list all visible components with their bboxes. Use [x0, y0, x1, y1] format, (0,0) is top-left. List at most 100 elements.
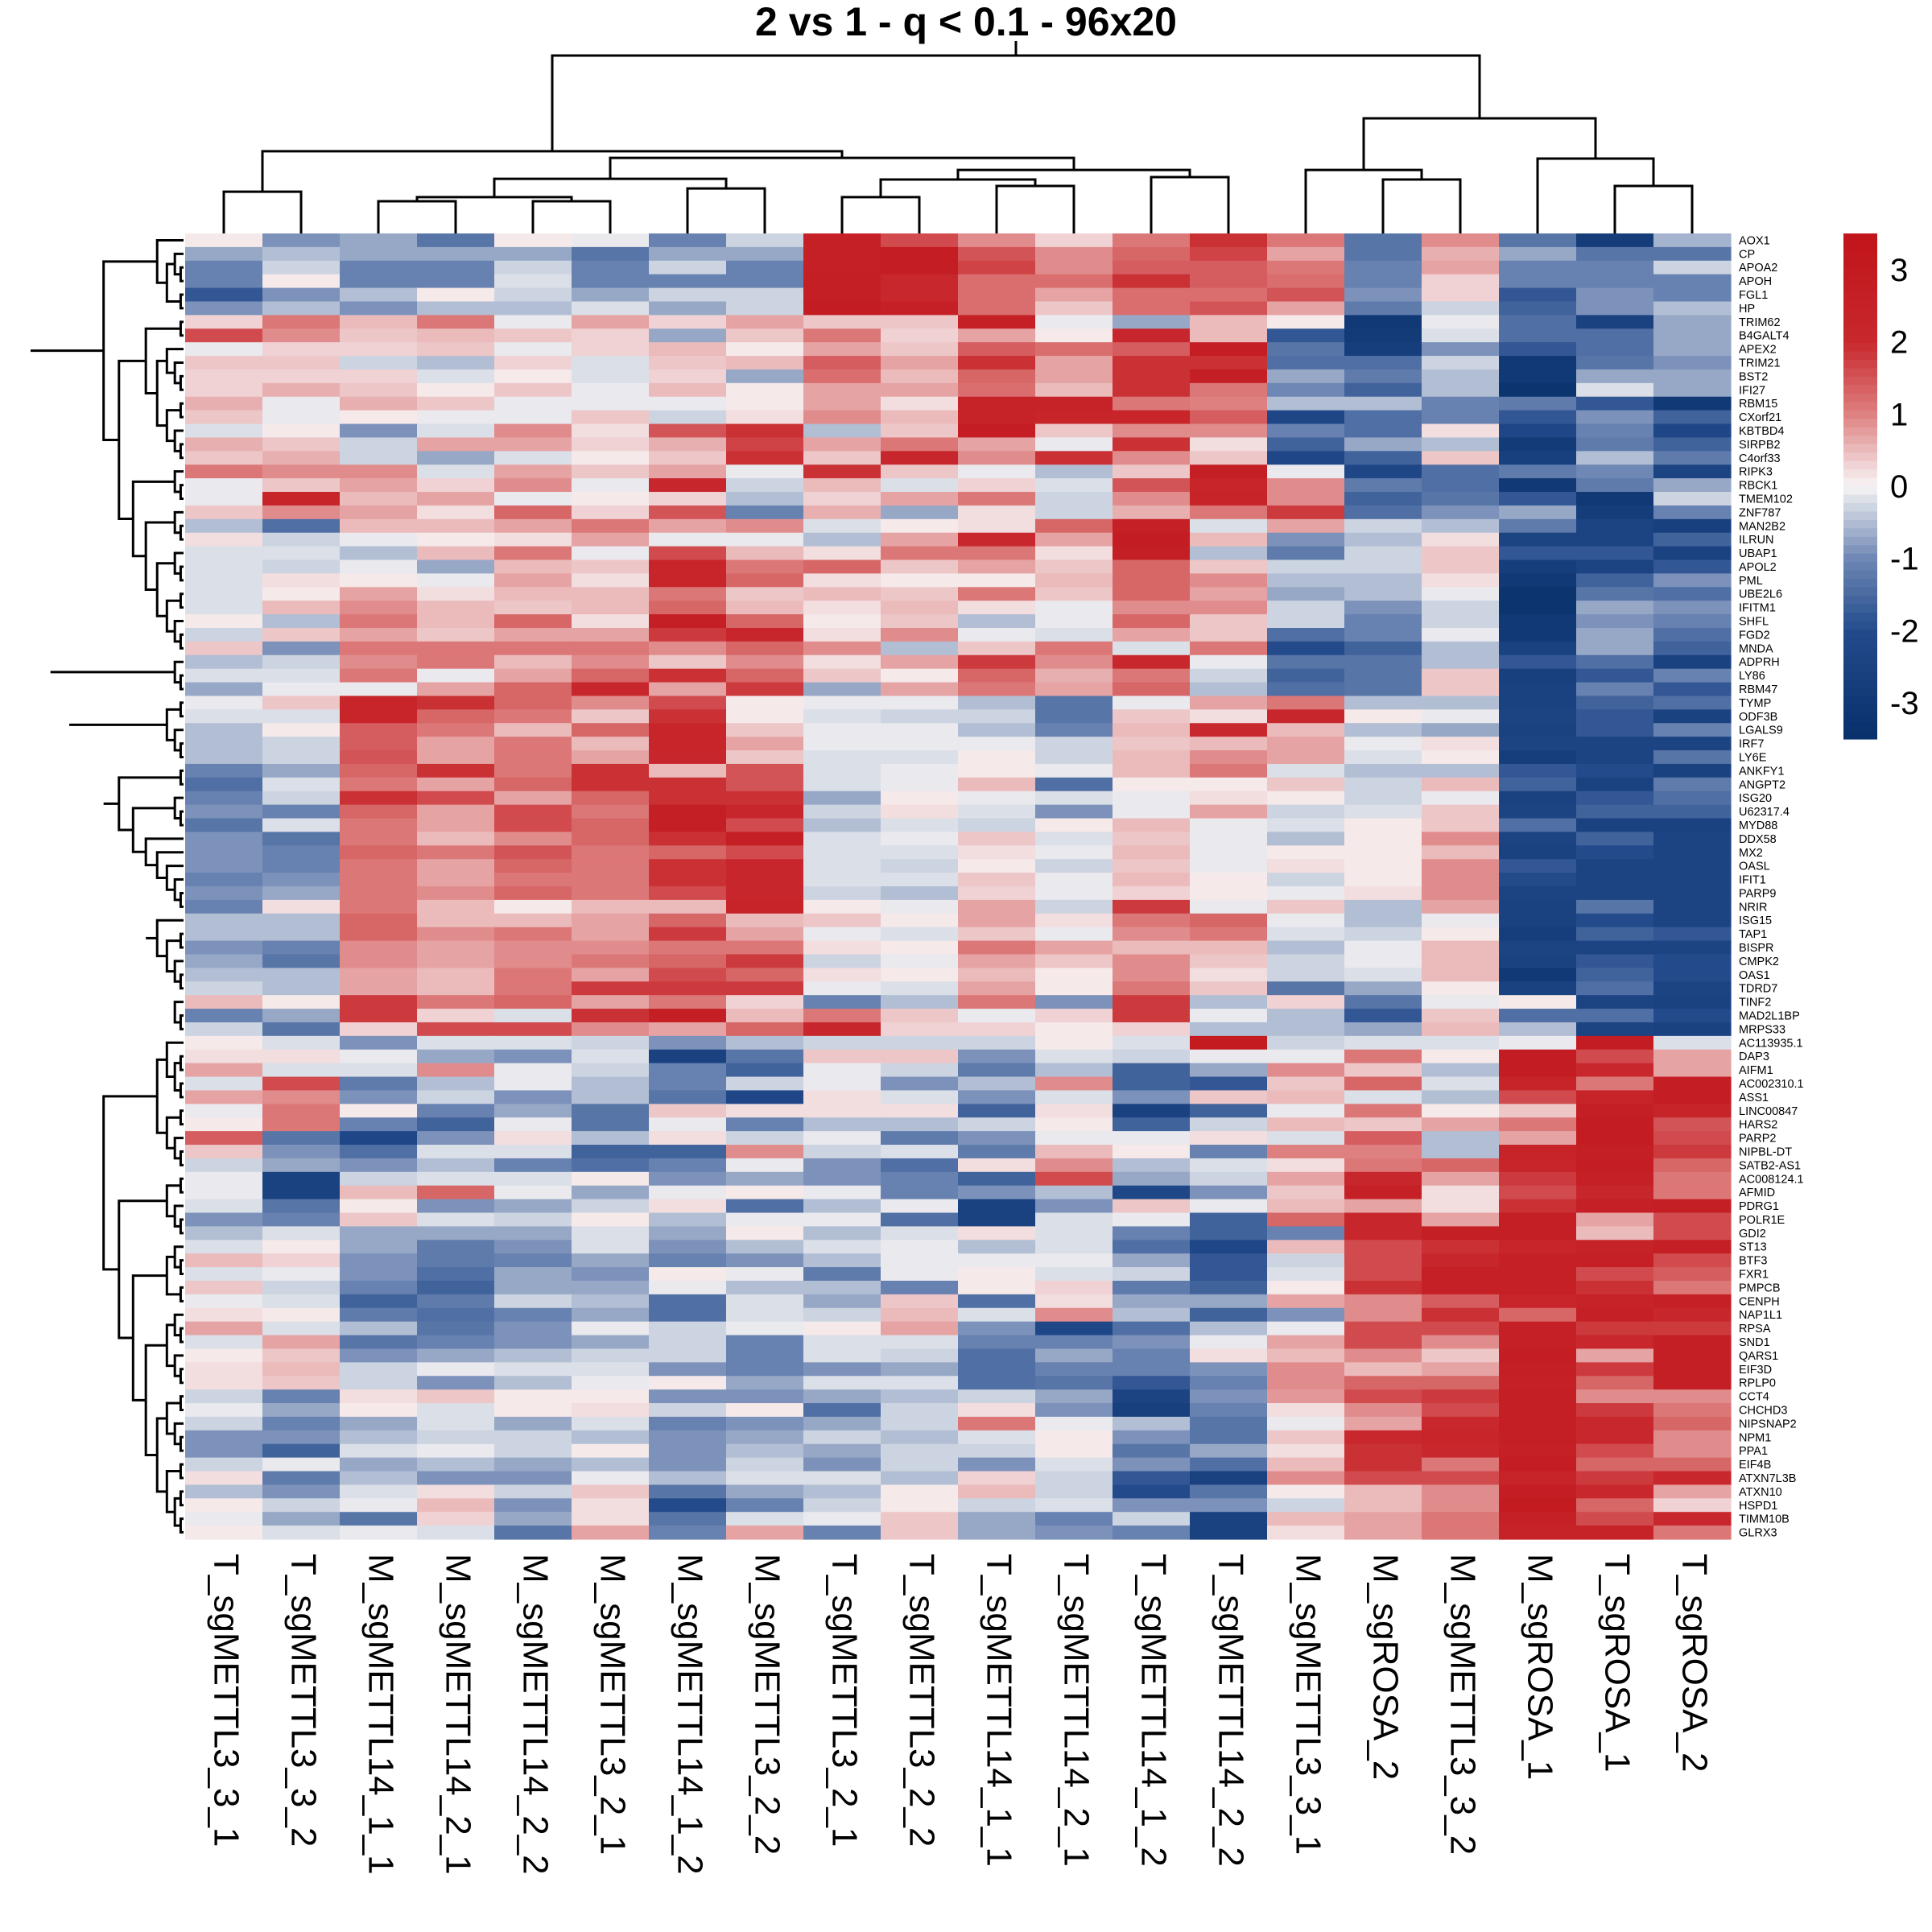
- row-label: PDRG1: [1739, 1200, 1779, 1213]
- heatmap-cell: [1653, 1145, 1732, 1159]
- heatmap-cell: [726, 723, 804, 737]
- heatmap-cell: [803, 1471, 881, 1486]
- heatmap-cell: [185, 750, 263, 765]
- heatmap-cell: [1576, 750, 1654, 765]
- heatmap-cell: [1190, 641, 1268, 656]
- heatmap-cell: [1267, 1362, 1345, 1377]
- heatmap-cell: [417, 777, 495, 792]
- heatmap-cell: [1576, 873, 1654, 887]
- heatmap-cell: [1653, 1430, 1732, 1445]
- heatmap-cell: [1576, 287, 1654, 303]
- heatmap-cell: [494, 559, 572, 574]
- heatmap-cell: [649, 1267, 727, 1282]
- heatmap-cell: [803, 505, 881, 520]
- heatmap-cell: [649, 682, 727, 697]
- heatmap-cell: [262, 1294, 341, 1309]
- heatmap-cell: [262, 1145, 341, 1159]
- heatmap-cell: [185, 287, 263, 303]
- heatmap-cell: [417, 682, 495, 697]
- heatmap-cell: [726, 601, 804, 615]
- heatmap-cell: [185, 1212, 263, 1227]
- heatmap-cell: [1267, 927, 1345, 942]
- heatmap-cell: [1499, 315, 1577, 329]
- heatmap-cell: [726, 451, 804, 465]
- heatmap-cell: [340, 532, 418, 547]
- heatmap-cell: [572, 968, 650, 982]
- heatmap-cell: [649, 1430, 727, 1445]
- heatmap-cell: [726, 1171, 804, 1187]
- heatmap-cell: [1344, 1498, 1422, 1513]
- heatmap-cell: [1113, 1335, 1191, 1350]
- heatmap-cell: [1576, 1131, 1654, 1146]
- heatmap-cell: [649, 791, 727, 806]
- heatmap-cell: [803, 641, 881, 656]
- heatmap-cell: [1576, 886, 1654, 901]
- row-label: MRPS33: [1739, 1023, 1785, 1036]
- heatmap-cell: [803, 995, 881, 1009]
- heatmap-cell: [803, 532, 881, 547]
- legend-swatch: [1843, 696, 1877, 706]
- heatmap-cell: [1576, 954, 1654, 968]
- heatmap-cell: [1422, 1512, 1500, 1526]
- heatmap-cell: [1499, 981, 1577, 996]
- heatmap-cell: [1576, 1212, 1654, 1227]
- heatmap-cell: [1267, 1416, 1345, 1431]
- heatmap-cell: [1113, 1525, 1191, 1540]
- heatmap-cell: [1499, 723, 1577, 737]
- heatmap-cell: [1576, 573, 1654, 588]
- heatmap-cell: [494, 587, 572, 601]
- heatmap-cell: [572, 274, 650, 289]
- heatmap-cell: [417, 1294, 495, 1309]
- heatmap-cell: [185, 1158, 263, 1173]
- row-label: TIMM10B: [1739, 1513, 1790, 1526]
- heatmap-cell: [1499, 859, 1577, 873]
- heatmap-cell: [1499, 1348, 1577, 1363]
- legend-swatch: [1843, 436, 1877, 445]
- heatmap-cell: [726, 791, 804, 806]
- heatmap-cell: [1653, 1498, 1732, 1513]
- heatmap-cell: [1113, 1416, 1191, 1431]
- heatmap-cell: [1113, 1199, 1191, 1214]
- row-dendrogram-branch: [179, 565, 184, 582]
- heatmap-cell: [1190, 1090, 1268, 1104]
- heatmap-cell: [958, 627, 1036, 642]
- heatmap-cell: [1035, 1525, 1113, 1540]
- heatmap-cell: [572, 1498, 650, 1513]
- heatmap-cell: [572, 696, 650, 710]
- heatmap-cell: [1344, 1294, 1422, 1309]
- heatmap-cell: [417, 328, 495, 343]
- heatmap-cell: [340, 777, 418, 792]
- legend-swatch: [1843, 604, 1877, 613]
- row-dendrogram-branch: [173, 660, 184, 684]
- heatmap-cell: [1267, 1307, 1345, 1323]
- heatmap-cell: [726, 1335, 804, 1350]
- row-label: ZNF787: [1739, 506, 1781, 519]
- row-dendrogram-branch: [173, 252, 184, 276]
- heatmap-cell: [1035, 328, 1113, 343]
- row-label: IRF7: [1739, 738, 1764, 751]
- heatmap-cell: [1422, 1090, 1500, 1104]
- heatmap-cell: [1576, 1226, 1654, 1241]
- heatmap-cell: [1267, 1076, 1345, 1092]
- heatmap-cell: [1653, 1280, 1732, 1295]
- heatmap-cell: [572, 614, 650, 629]
- heatmap-cell: [649, 1443, 727, 1459]
- heatmap-cell: [1499, 437, 1577, 452]
- heatmap-cell: [417, 1131, 495, 1146]
- heatmap-cell: [958, 492, 1036, 506]
- heatmap-cell: [1267, 382, 1345, 398]
- heatmap-cell: [340, 1185, 418, 1200]
- heatmap-cell: [1499, 301, 1577, 316]
- heatmap-cell: [185, 627, 263, 642]
- heatmap-cell: [417, 804, 495, 819]
- heatmap-cell: [185, 1430, 263, 1445]
- heatmap-cell: [1267, 791, 1345, 806]
- heatmap-cell: [958, 559, 1036, 574]
- heatmap-cell: [1035, 1117, 1113, 1132]
- heatmap-cell: [1499, 573, 1577, 588]
- heatmap-cell: [1499, 518, 1577, 534]
- row-dendrogram-branch: [179, 1082, 184, 1099]
- legend-tick-label: -1: [1890, 542, 1919, 577]
- heatmap-cell: [649, 1280, 727, 1295]
- heatmap-cell: [881, 423, 959, 439]
